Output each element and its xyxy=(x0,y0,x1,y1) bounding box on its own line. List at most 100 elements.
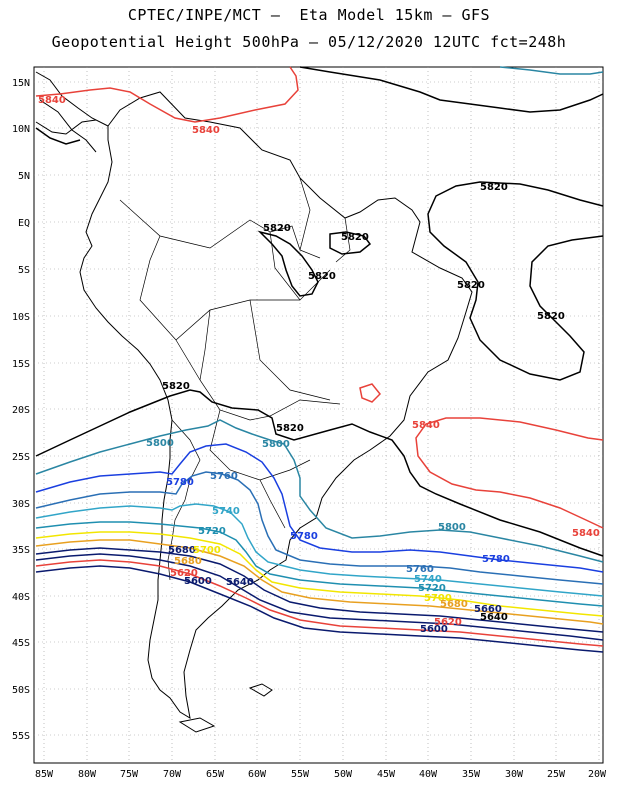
contour-5620 xyxy=(35,559,604,647)
contour-label: 5680 xyxy=(168,545,196,556)
contour-5820-loop-b xyxy=(329,231,372,255)
contour-label: 5800 xyxy=(146,438,174,449)
contour-labels: 5840 5840 5820 5820 5820 5820 5820 5820 … xyxy=(38,95,600,635)
contour-label: 5780 xyxy=(166,477,194,488)
height-contours xyxy=(35,66,604,653)
contour-label: 5760 xyxy=(406,564,434,575)
lon-label: 60W xyxy=(248,769,267,780)
contour-label: 5720 xyxy=(418,583,446,594)
lat-label: 50S xyxy=(12,685,30,696)
contour-label: 5800 xyxy=(262,439,290,450)
lon-label: 45W xyxy=(377,769,396,780)
contour-5840-east xyxy=(415,417,604,529)
contour-label: 5700 xyxy=(424,593,452,604)
lat-label: 5N xyxy=(18,171,30,182)
south-america-coastline xyxy=(79,91,473,719)
contour-label: 5740 xyxy=(212,506,240,517)
lat-label: 35S xyxy=(12,545,30,556)
contour-5800 xyxy=(35,419,604,563)
falkland-islands xyxy=(248,683,273,697)
lat-label: 10N xyxy=(12,124,30,135)
contour-label: 5820 xyxy=(162,381,190,392)
lat-label: 45S xyxy=(12,638,30,649)
lat-label: 20S xyxy=(12,405,30,416)
contour-label: 5660 xyxy=(474,604,502,615)
lon-label: 70W xyxy=(163,769,182,780)
contour-label: 5840 xyxy=(572,528,600,539)
lon-label: 75W xyxy=(120,769,139,780)
contour-5780 xyxy=(35,443,604,573)
contour-label: 5680 xyxy=(174,556,202,567)
map-frame xyxy=(33,66,604,764)
contour-label: 5780 xyxy=(482,554,510,565)
contour-label: 5640 xyxy=(226,577,254,588)
map-subtitle: Geopotential Height 500hPa – 05/12/2020 … xyxy=(51,33,567,51)
contour-label: 5680 xyxy=(440,599,468,610)
contour-label: 5820 xyxy=(457,280,485,291)
contour-5820-north xyxy=(35,127,81,145)
contour-5820-atlantic-loop xyxy=(427,181,604,381)
contour-label: 5820 xyxy=(480,182,508,193)
contour-label: 5760 xyxy=(210,471,238,482)
longitude-labels: 85W 80W 75W 70W 65W 60W 55W 50W 45W 40W … xyxy=(35,769,607,780)
lat-label: 15N xyxy=(12,78,30,89)
lon-label: 35W xyxy=(462,769,481,780)
contour-label: 5640 xyxy=(480,612,508,623)
caribbean-coast xyxy=(35,119,97,135)
contour-label: 5740 xyxy=(414,574,442,585)
lon-label: 85W xyxy=(35,769,54,780)
contour-label: 5800 xyxy=(438,522,466,533)
coastlines-and-borders xyxy=(35,71,473,733)
contour-label: 5600 xyxy=(184,576,212,587)
contour-5600 xyxy=(35,565,604,653)
contour-label: 5840 xyxy=(38,95,66,106)
lat-label: 40S xyxy=(12,592,30,603)
central-america xyxy=(35,71,109,153)
contour-label: 5820 xyxy=(341,232,369,243)
lat-label: 30S xyxy=(12,499,30,510)
contour-label: 5820 xyxy=(276,423,304,434)
contour-label: 5820 xyxy=(537,311,565,322)
contour-label: 5720 xyxy=(198,526,226,537)
contour-5800-northeast xyxy=(499,66,604,75)
contour-5700 xyxy=(35,531,604,617)
contour-5740 xyxy=(35,503,604,597)
lat-label: 25S xyxy=(12,452,30,463)
contour-5760 xyxy=(35,471,604,585)
contour-label: 5620 xyxy=(170,568,198,579)
contour-5840-small xyxy=(359,383,382,403)
contour-5640 xyxy=(35,553,604,641)
contour-5660 xyxy=(35,547,604,633)
tierra-del-fuego xyxy=(178,717,216,733)
contour-5820-main xyxy=(35,389,604,557)
lon-label: 55W xyxy=(291,769,310,780)
contour-label: 5820 xyxy=(308,271,336,282)
country-borders xyxy=(119,177,351,581)
contour-label: 5780 xyxy=(290,531,318,542)
lon-label: 30W xyxy=(505,769,524,780)
contour-5820-upper xyxy=(299,66,604,113)
lat-lon-grid xyxy=(34,67,603,763)
contour-label: 5840 xyxy=(412,420,440,431)
contour-5720 xyxy=(35,521,604,607)
contour-label: 5840 xyxy=(192,125,220,136)
latitude-labels: 15N 10N 5N EQ 5S 10S 15S 20S 25S 30S 35S… xyxy=(12,78,30,742)
lon-label: 20W xyxy=(588,769,607,780)
contour-5680 xyxy=(35,539,604,625)
lon-label: 40W xyxy=(419,769,438,780)
lat-label: 5S xyxy=(18,265,30,276)
contour-label: 5600 xyxy=(420,624,448,635)
contour-5840-north xyxy=(35,66,299,123)
contour-label: 5700 xyxy=(193,545,221,556)
lon-label: 25W xyxy=(547,769,566,780)
lon-label: 80W xyxy=(78,769,97,780)
lat-label: 10S xyxy=(12,312,30,323)
lat-label: 55S xyxy=(12,731,30,742)
lon-label: 65W xyxy=(206,769,225,780)
contour-5820-loop-a xyxy=(257,230,319,297)
lat-label: EQ xyxy=(18,218,30,229)
map-title: CPTEC/INPE/MCT – Eta Model 15km – GFS xyxy=(127,6,491,24)
lat-label: 15S xyxy=(12,359,30,370)
contour-label: 5620 xyxy=(434,617,462,628)
